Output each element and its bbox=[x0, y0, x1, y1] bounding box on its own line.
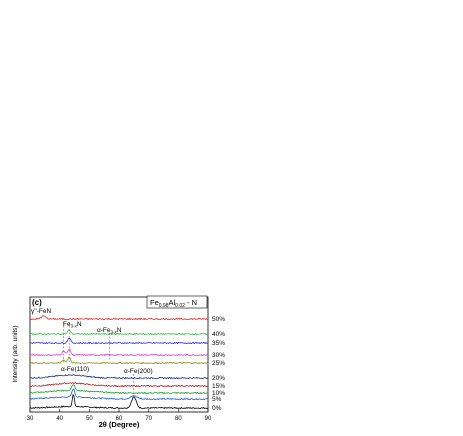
series-label: 30% bbox=[212, 352, 225, 359]
series-label: 15% bbox=[212, 383, 225, 390]
series-label: 35% bbox=[212, 340, 225, 347]
series-line-20pct bbox=[29, 374, 209, 380]
composition-box bbox=[146, 295, 208, 309]
series-line-25pct bbox=[29, 356, 209, 365]
x-tick-label: 60 bbox=[116, 416, 123, 422]
x-tick-label: 40 bbox=[56, 416, 63, 422]
peak-guides bbox=[63, 322, 135, 396]
annotation-alpha-fe3xn: α-Fe3-xN bbox=[97, 327, 122, 335]
composition-label: Fe0.98Al0.02 - N bbox=[150, 298, 197, 309]
series-label: 50% bbox=[212, 316, 225, 323]
annotation-alpha-fe110: α-Fe(110) bbox=[61, 366, 89, 373]
series-labels: 0% 5%10%15%20% 25%30% 35% 40% 50% bbox=[212, 316, 225, 412]
series-label: 40% bbox=[212, 331, 225, 338]
series-curves bbox=[29, 315, 209, 410]
series-label: 0% bbox=[212, 405, 222, 412]
series-line-35pct bbox=[29, 337, 209, 345]
series-line-5pct bbox=[29, 388, 209, 401]
series-line-50pct bbox=[29, 315, 209, 321]
x-axis-label: 2θ (Degree) bbox=[99, 420, 140, 429]
y-axis-label: Intensity (arb. units) bbox=[12, 325, 19, 382]
series-label: 10% bbox=[212, 390, 225, 397]
x-tick-label: 50 bbox=[86, 416, 93, 422]
x-tick-label: 70 bbox=[145, 416, 152, 422]
annotation-fe3xn: Fe3-xN bbox=[63, 321, 82, 329]
series-label: 5% bbox=[212, 396, 222, 403]
annotation-gamma-fen: γ''-FeN bbox=[31, 308, 51, 315]
series-line-15pct bbox=[29, 381, 209, 388]
x-ticks: 30 40 50 60 70 80 90 bbox=[27, 409, 212, 422]
series-line-40pct bbox=[29, 328, 209, 336]
series-line-10pct bbox=[29, 384, 209, 395]
panel-label: (c) bbox=[32, 298, 42, 307]
x-tick-label: 80 bbox=[175, 416, 182, 422]
x-tick-label: 90 bbox=[205, 416, 212, 422]
annotation-alpha-fe200: α-Fe(200) bbox=[124, 368, 153, 375]
series-label: 25% bbox=[212, 360, 225, 367]
series-label: 20% bbox=[212, 375, 225, 382]
x-tick-label: 30 bbox=[27, 416, 34, 422]
series-line-0pct bbox=[29, 394, 209, 410]
series-line-30pct bbox=[29, 348, 209, 357]
